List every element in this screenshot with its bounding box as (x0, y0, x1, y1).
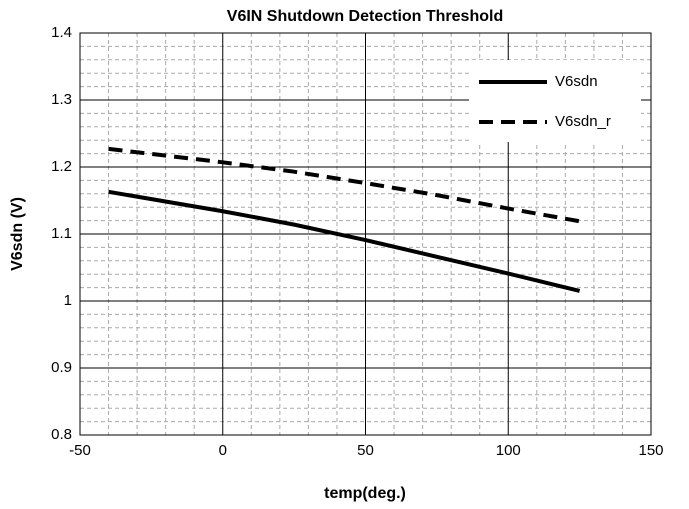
y-tick-label: 1.2 (51, 158, 72, 175)
chart-title: V6IN Shutdown Detection Threshold (227, 8, 503, 25)
legend-box (469, 60, 641, 142)
plot-border (79, 32, 652, 436)
y-tick-label: 1.4 (51, 24, 72, 41)
x-tick-label: 150 (638, 442, 663, 459)
y-tick-label: 1 (64, 292, 72, 309)
series-line (108, 189, 581, 293)
legend-label: V6sdn (555, 73, 598, 90)
x-tick-label: 100 (496, 442, 521, 459)
y-tick-label: 1.3 (51, 91, 72, 108)
x-tick-label: -50 (69, 442, 91, 459)
x-axis-label: temp(deg.) (324, 485, 406, 502)
x-tick-label: 0 (219, 442, 227, 459)
y-axis-label: V6sdn (V) (9, 197, 26, 271)
x-tick-label: 50 (357, 442, 374, 459)
series-line (108, 146, 580, 224)
legend-label: V6sdn_r (555, 113, 611, 130)
y-tick-label: 0.9 (51, 359, 72, 376)
y-tick-label: 0.8 (51, 426, 72, 443)
y-tick-label: 1.1 (51, 225, 72, 242)
